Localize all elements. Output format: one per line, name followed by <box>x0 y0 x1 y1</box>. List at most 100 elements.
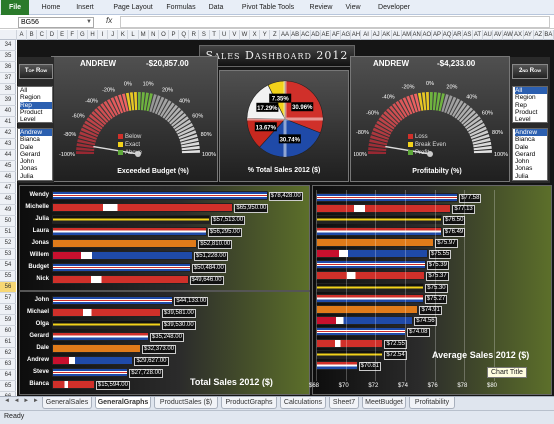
column-header[interactable]: E <box>58 30 68 40</box>
row-header[interactable]: 41 <box>0 117 16 128</box>
value-list-item[interactable]: John <box>20 158 35 166</box>
row-header[interactable]: 52 <box>0 238 16 249</box>
row-header[interactable]: 58 <box>0 304 16 315</box>
row-header[interactable]: 62 <box>0 348 16 359</box>
bar[interactable] <box>316 293 424 303</box>
sheet-tab[interactable]: ProductGraphs <box>221 397 277 409</box>
tab-review[interactable]: Review <box>309 4 333 11</box>
column-header[interactable]: AU <box>483 30 494 40</box>
value-list-item[interactable]: Julia <box>515 172 529 180</box>
column-header[interactable]: AZ <box>534 30 544 40</box>
column-header[interactable]: AA <box>280 30 291 40</box>
tab-pivot-table-tools[interactable]: Pivot Table Tools <box>241 4 295 11</box>
column-header[interactable]: K <box>118 30 129 40</box>
bar[interactable] <box>52 356 134 365</box>
row-header[interactable]: 38 <box>0 84 16 95</box>
bar[interactable] <box>52 251 193 260</box>
value-list-item[interactable]: Dale <box>515 143 529 151</box>
bar[interactable] <box>52 239 198 248</box>
corner-cell[interactable] <box>0 30 17 40</box>
row-header[interactable]: 36 <box>0 62 16 73</box>
row-header[interactable]: 46 <box>0 172 16 183</box>
row-header[interactable]: 45 <box>0 161 16 172</box>
sheet-tab[interactable]: Calculations <box>280 397 326 409</box>
bar[interactable] <box>52 380 95 389</box>
bar[interactable] <box>316 316 414 326</box>
value-list-item[interactable]: Dale <box>20 143 34 151</box>
column-header[interactable]: C <box>37 30 48 40</box>
column-header[interactable]: U <box>220 30 230 40</box>
column-header[interactable]: R <box>189 30 200 40</box>
row-header[interactable]: 59 <box>0 315 16 326</box>
bar[interactable] <box>316 361 358 370</box>
row-header[interactable]: 44 <box>0 150 16 161</box>
value-list-item[interactable]: Andrew <box>515 129 547 137</box>
row-header[interactable]: 55 <box>0 271 16 282</box>
bar[interactable] <box>52 215 211 224</box>
field-list-item[interactable]: Product <box>20 108 43 116</box>
bar[interactable] <box>316 338 384 348</box>
column-header[interactable]: AD <box>311 30 321 40</box>
field-list-item[interactable]: All <box>20 87 28 94</box>
bar[interactable] <box>316 349 384 359</box>
row-header[interactable]: 49 <box>0 205 16 216</box>
column-header[interactable]: AF <box>331 30 342 40</box>
column-header[interactable]: S <box>199 30 210 40</box>
bar[interactable] <box>316 193 459 202</box>
bar[interactable] <box>316 215 443 225</box>
row-header[interactable]: 65 <box>0 381 16 392</box>
bar[interactable] <box>52 275 189 284</box>
column-header[interactable]: AK <box>382 30 392 40</box>
tab-view[interactable]: View <box>345 4 361 11</box>
bar[interactable] <box>52 344 142 353</box>
tab-page-layout[interactable]: Page Layout <box>113 4 153 11</box>
bar[interactable] <box>52 227 207 236</box>
sheet-tab[interactable]: Sheet7 <box>329 397 359 409</box>
column-header[interactable]: AI <box>361 30 372 40</box>
field-list-item[interactable]: Level <box>515 116 531 124</box>
column-header[interactable]: H <box>88 30 99 40</box>
column-header[interactable]: N <box>149 30 159 40</box>
bar[interactable] <box>316 237 435 247</box>
bar[interactable] <box>316 271 426 281</box>
name-box[interactable]: BG56 <box>18 17 94 28</box>
bar[interactable] <box>316 249 428 258</box>
row-header[interactable]: 54 <box>0 260 16 271</box>
row-header[interactable]: 39 <box>0 95 16 106</box>
column-header[interactable]: B <box>27 30 38 40</box>
row-header[interactable]: 51 <box>0 227 16 238</box>
bar[interactable] <box>52 263 191 272</box>
second-row-value-list[interactable]: Andrew Bianca Dale Gerard John Jonas Julia <box>512 128 548 181</box>
field-list-item[interactable]: Region <box>20 94 41 102</box>
column-header[interactable]: AJ <box>372 30 382 40</box>
field-list-item[interactable]: Region <box>515 94 536 102</box>
bar[interactable] <box>316 305 419 314</box>
column-header[interactable]: AM <box>402 30 413 40</box>
column-header[interactable]: AC <box>301 30 311 40</box>
value-list-item[interactable]: Bianca <box>20 136 40 144</box>
value-list-item[interactable]: Jonas <box>515 165 533 173</box>
column-header[interactable]: X <box>250 30 261 40</box>
column-header[interactable]: AQ <box>442 30 453 40</box>
column-header[interactable]: AS <box>463 30 473 40</box>
bar[interactable] <box>316 260 426 270</box>
column-header[interactable]: I <box>98 30 109 40</box>
sheet-tab[interactable]: GeneralGraphs <box>95 397 151 409</box>
row-header[interactable]: 37 <box>0 73 16 84</box>
bar[interactable] <box>316 327 407 337</box>
column-header[interactable]: A <box>17 30 28 40</box>
value-list-item[interactable]: Andrew <box>20 129 52 137</box>
bar[interactable] <box>52 296 174 305</box>
sheet-tab[interactable]: ProductSales ($) <box>154 397 218 409</box>
column-header[interactable]: Q <box>179 30 190 40</box>
tab-home[interactable]: Home <box>41 4 61 11</box>
sheet-tab[interactable]: MeetBudget <box>362 397 406 409</box>
row-header[interactable]: 57 <box>0 293 16 304</box>
row-header[interactable]: 47 <box>0 183 16 194</box>
column-header[interactable]: AT <box>473 30 484 40</box>
field-list-item[interactable]: Rep <box>515 101 527 109</box>
column-header[interactable]: W <box>240 30 251 40</box>
column-header[interactable]: T <box>210 30 220 40</box>
value-list-item[interactable]: Gerard <box>20 150 41 158</box>
bar[interactable] <box>316 282 425 292</box>
